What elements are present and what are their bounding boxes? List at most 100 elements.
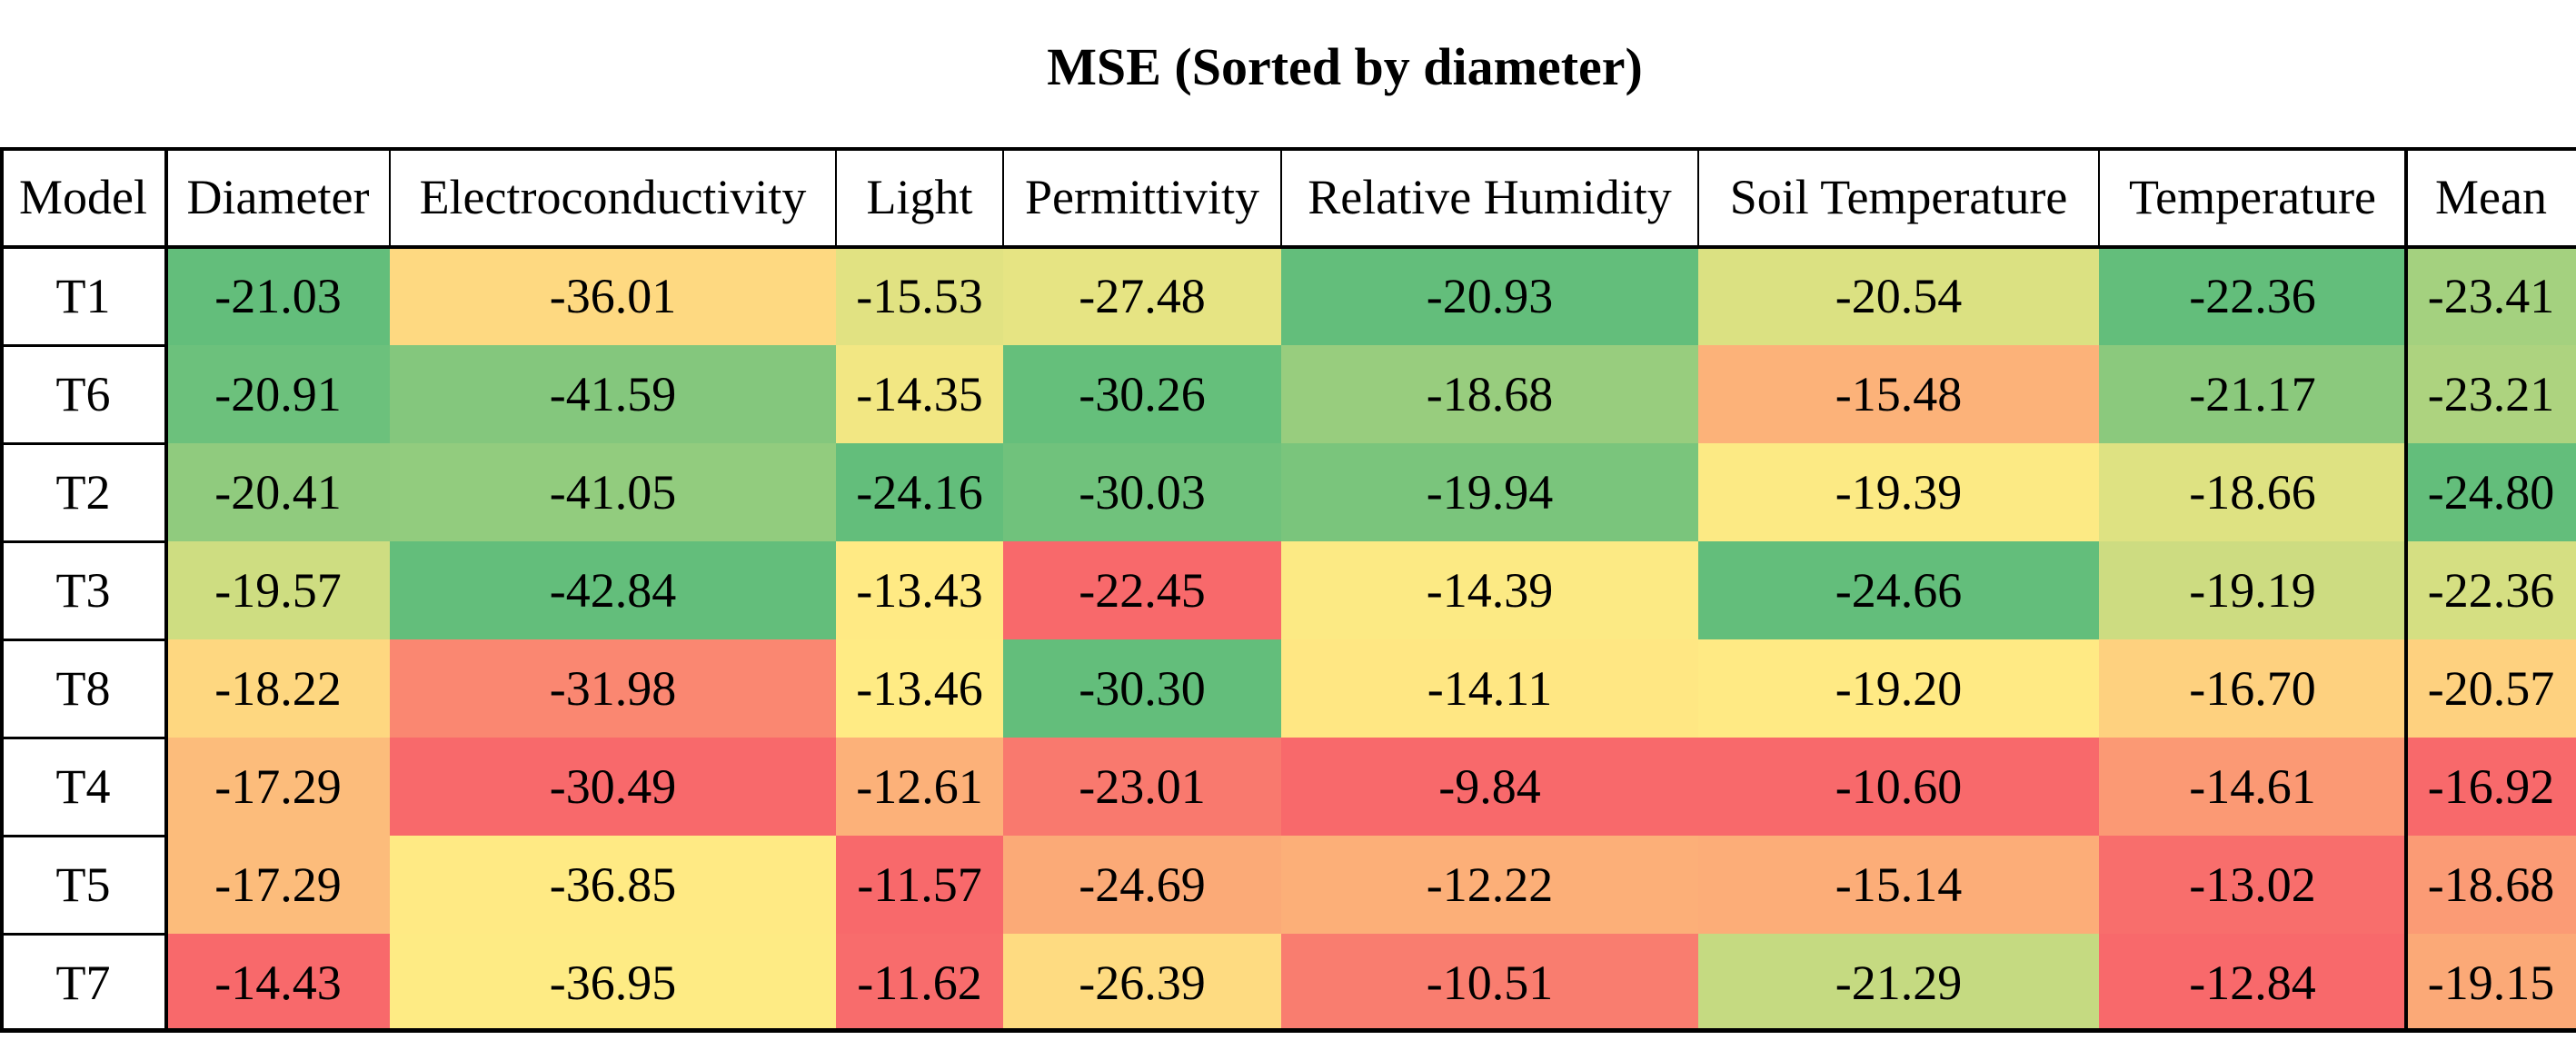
- heatmap-cell: -19.57: [166, 541, 390, 639]
- table-bottom-border: [0, 1028, 2576, 1033]
- heatmap-cell: -23.01: [1003, 738, 1281, 836]
- heatmap-cell: -23.21: [2406, 345, 2576, 443]
- heatmap-cell: -15.48: [1698, 345, 2099, 443]
- corner-header: Model: [0, 147, 166, 247]
- row-header: T1: [0, 247, 166, 345]
- heatmap-cell: -15.14: [1698, 836, 2099, 934]
- heatmap-cell: -22.45: [1003, 541, 1281, 639]
- heatmap-cell: -22.36: [2099, 247, 2406, 345]
- heatmap-cell: -30.30: [1003, 639, 1281, 738]
- heatmap-cell: -24.80: [2406, 443, 2576, 541]
- heatmap-cell: -23.41: [2406, 247, 2576, 345]
- heatmap-cell: -13.02: [2099, 836, 2406, 934]
- column-header: Permittivity: [1003, 147, 1281, 247]
- table-top-border: [0, 147, 2576, 151]
- table-left-border: [0, 147, 4, 1032]
- heatmap-cell: -18.22: [166, 639, 390, 738]
- heatmap-cell: -20.57: [2406, 639, 2576, 738]
- heatmap-cell: -36.01: [390, 247, 836, 345]
- header-bottom-border: [0, 245, 2576, 249]
- column-header: Mean: [2406, 147, 2576, 247]
- row-separator: [0, 933, 166, 936]
- heatmap-cell: -30.49: [390, 738, 836, 836]
- heatmap-cell: -19.19: [2099, 541, 2406, 639]
- row-separator: [0, 835, 166, 837]
- heatmap-cell: -18.68: [2406, 836, 2576, 934]
- heatmap-cell: -14.43: [166, 934, 390, 1032]
- header-column-separator: [1280, 147, 1282, 247]
- column-header: Relative Humidity: [1281, 147, 1698, 247]
- row-separator: [0, 442, 166, 445]
- heatmap-cell: -17.29: [166, 738, 390, 836]
- heatmap-cell: -36.95: [390, 934, 836, 1032]
- header-column-separator: [835, 147, 837, 247]
- heatmap-cell: -30.26: [1003, 345, 1281, 443]
- heatmap-cell: -20.54: [1698, 247, 2099, 345]
- row-header: T8: [0, 639, 166, 738]
- column-header: Temperature: [2099, 147, 2406, 247]
- heatmap-cell: -24.69: [1003, 836, 1281, 934]
- column-header: Soil Temperature: [1698, 147, 2099, 247]
- heatmap-cell: -12.84: [2099, 934, 2406, 1032]
- heatmap-cell: -24.16: [836, 443, 1003, 541]
- heatmap-cell: -9.84: [1281, 738, 1698, 836]
- heatmap-cell: -22.36: [2406, 541, 2576, 639]
- heatmap-cell: -20.93: [1281, 247, 1698, 345]
- heatmap-cell: -24.66: [1698, 541, 2099, 639]
- row-separator: [0, 737, 166, 739]
- heatmap-cell: -31.98: [390, 639, 836, 738]
- heatmap-cell: -13.43: [836, 541, 1003, 639]
- heatmap-cell: -19.94: [1281, 443, 1698, 541]
- mean-column-border: [2404, 147, 2408, 1032]
- heatmap-cell: -19.15: [2406, 934, 2576, 1032]
- heatmap-cell: -16.70: [2099, 639, 2406, 738]
- row-header: T4: [0, 738, 166, 836]
- column-header: Diameter: [166, 147, 390, 247]
- header-column-separator: [2098, 147, 2100, 247]
- heatmap-cell: -42.84: [390, 541, 836, 639]
- model-column-border: [164, 147, 168, 1032]
- heatmap-cell: -15.53: [836, 247, 1003, 345]
- row-header: T5: [0, 836, 166, 934]
- heatmap-cell: -20.91: [166, 345, 390, 443]
- heatmap-cell: -18.66: [2099, 443, 2406, 541]
- heatmap-cell: -21.17: [2099, 345, 2406, 443]
- heatmap-cell: -27.48: [1003, 247, 1281, 345]
- header-column-separator: [1697, 147, 1699, 247]
- heatmap-cell: -41.59: [390, 345, 836, 443]
- row-separator: [0, 540, 166, 543]
- heatmap-cell: -12.22: [1281, 836, 1698, 934]
- heatmap-cell: -10.51: [1281, 934, 1698, 1032]
- heatmap-cell: -10.60: [1698, 738, 2099, 836]
- row-header: T3: [0, 541, 166, 639]
- row-header: T6: [0, 345, 166, 443]
- heatmap-cell: -19.20: [1698, 639, 2099, 738]
- heatmap-cell: -21.29: [1698, 934, 2099, 1032]
- heatmap-cell: -11.57: [836, 836, 1003, 934]
- heatmap-cell: -19.39: [1698, 443, 2099, 541]
- heatmap-cell: -14.39: [1281, 541, 1698, 639]
- heatmap-cell: -26.39: [1003, 934, 1281, 1032]
- heatmap-cell: -20.41: [166, 443, 390, 541]
- heatmap-cell: -13.46: [836, 639, 1003, 738]
- heatmap-cell: -14.61: [2099, 738, 2406, 836]
- row-separator: [0, 344, 166, 347]
- column-header: Light: [836, 147, 1003, 247]
- header-column-separator: [389, 147, 391, 247]
- heatmap-cell: -41.05: [390, 443, 836, 541]
- heatmap-cell: -16.92: [2406, 738, 2576, 836]
- heatmap-cell: -11.62: [836, 934, 1003, 1032]
- chart-title: MSE (Sorted by diameter): [1047, 37, 1643, 96]
- heatmap-cell: -14.11: [1281, 639, 1698, 738]
- heatmap-cell: -30.03: [1003, 443, 1281, 541]
- header-column-separator: [1002, 147, 1004, 247]
- heatmap-cell: -17.29: [166, 836, 390, 934]
- row-header: T2: [0, 443, 166, 541]
- heatmap-cell: -36.85: [390, 836, 836, 934]
- column-header: Electroconductivity: [390, 147, 836, 247]
- heatmap-cell: -21.03: [166, 247, 390, 345]
- heatmap-cell: -12.61: [836, 738, 1003, 836]
- heatmap-cell: -14.35: [836, 345, 1003, 443]
- row-header: T7: [0, 934, 166, 1032]
- row-separator: [0, 639, 166, 641]
